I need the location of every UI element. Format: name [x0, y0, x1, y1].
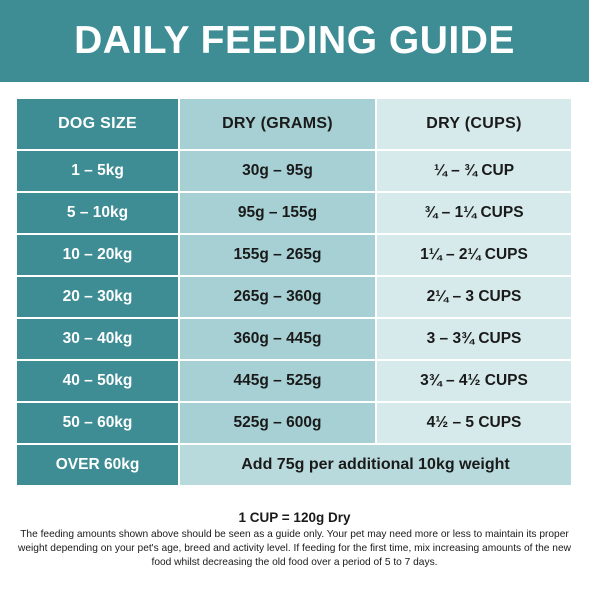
cup-equivalence: 1 CUP = 120g Dry [238, 510, 351, 525]
column-header-dog-size: DOG SIZE [17, 99, 180, 151]
column-header-dry-grams: DRY (GRAMS) [180, 99, 377, 151]
column-header-dry-cups: DRY (CUPS) [377, 99, 573, 151]
page-title: DAILY FEEDING GUIDE [74, 19, 515, 62]
row-1-dry-cups: ¼ – ¾ CUP [377, 151, 573, 193]
row-4-dry-grams: 265g – 360g [180, 277, 377, 319]
row-7-dog-size: 50 – 60kg [17, 403, 180, 445]
feeding-table: DOG SIZE DRY (GRAMS) DRY (CUPS) 1 – 5kg … [17, 99, 573, 487]
row-3-dog-size: 10 – 20kg [17, 235, 180, 277]
row-4-dry-cups: 2¼ – 3 CUPS [377, 277, 573, 319]
row-3-dry-grams: 155g – 265g [180, 235, 377, 277]
title-banner: DAILY FEEDING GUIDE [0, 0, 589, 82]
row-1-dog-size: 1 – 5kg [17, 151, 180, 193]
row-5-dog-size: 30 – 40kg [17, 319, 180, 361]
row-4-dog-size: 20 – 30kg [17, 277, 180, 319]
row-5-dry-grams: 360g – 445g [180, 319, 377, 361]
row-3-dry-cups: 1¼ – 2¼ CUPS [377, 235, 573, 277]
row-2-dry-grams: 95g – 155g [180, 193, 377, 235]
footer: 1 CUP = 120g Dry The feeding amounts sho… [0, 510, 589, 570]
over-row-note: Add 75g per additional 10kg weight [180, 445, 573, 487]
row-6-dry-cups: 3¾ – 4½ CUPS [377, 361, 573, 403]
row-5-dry-cups: 3 – 3¾ CUPS [377, 319, 573, 361]
over-row-dog-size: OVER 60kg [17, 445, 180, 487]
row-2-dog-size: 5 – 10kg [17, 193, 180, 235]
row-6-dry-grams: 445g – 525g [180, 361, 377, 403]
row-2-dry-cups: ¾ – 1¼ CUPS [377, 193, 573, 235]
row-6-dog-size: 40 – 50kg [17, 361, 180, 403]
disclaimer-text: The feeding amounts shown above should b… [18, 529, 571, 568]
row-1-dry-grams: 30g – 95g [180, 151, 377, 193]
row-7-dry-grams: 525g – 600g [180, 403, 377, 445]
row-7-dry-cups: 4½ – 5 CUPS [377, 403, 573, 445]
